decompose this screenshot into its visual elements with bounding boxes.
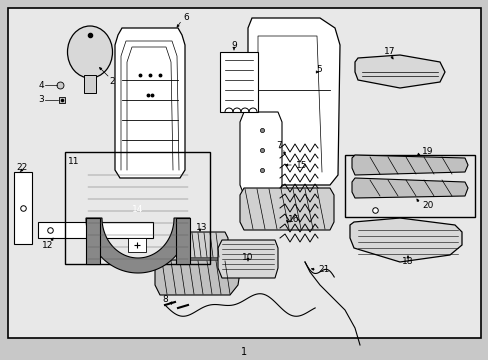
Polygon shape <box>176 218 190 264</box>
Text: 17: 17 <box>384 48 395 57</box>
Text: 12: 12 <box>42 240 53 249</box>
Polygon shape <box>354 55 444 88</box>
Polygon shape <box>247 18 339 185</box>
Bar <box>38 222 153 238</box>
Text: 5: 5 <box>315 66 321 75</box>
Polygon shape <box>175 232 227 258</box>
Polygon shape <box>86 218 190 273</box>
Text: 15: 15 <box>295 161 307 170</box>
Polygon shape <box>351 155 467 175</box>
Text: 9: 9 <box>231 40 236 49</box>
Polygon shape <box>155 260 240 295</box>
Bar <box>220 52 258 112</box>
Ellipse shape <box>67 26 112 78</box>
Polygon shape <box>351 178 467 198</box>
Text: 6: 6 <box>183 13 188 22</box>
Polygon shape <box>86 218 100 264</box>
Bar <box>65 152 209 264</box>
Bar <box>14 172 32 244</box>
Polygon shape <box>240 112 282 195</box>
Polygon shape <box>349 218 461 262</box>
Bar <box>345 155 474 217</box>
Text: 16: 16 <box>287 216 299 225</box>
Text: 4: 4 <box>38 81 44 90</box>
Bar <box>128 238 146 252</box>
Text: 22: 22 <box>16 163 27 172</box>
Polygon shape <box>240 188 333 230</box>
Text: 18: 18 <box>402 257 413 266</box>
Text: 11: 11 <box>68 158 80 166</box>
Text: 19: 19 <box>421 148 433 157</box>
Text: 1: 1 <box>241 347 246 357</box>
Text: 20: 20 <box>421 201 432 210</box>
Text: 21: 21 <box>317 266 329 274</box>
Text: 2: 2 <box>109 77 115 86</box>
Text: 10: 10 <box>242 253 253 262</box>
Bar <box>84 75 96 93</box>
Polygon shape <box>218 240 278 278</box>
Text: 14: 14 <box>132 206 143 215</box>
Polygon shape <box>115 28 184 178</box>
Text: 3: 3 <box>38 95 44 104</box>
Text: 8: 8 <box>162 296 168 305</box>
Text: 13: 13 <box>196 224 207 233</box>
Text: 7: 7 <box>276 140 282 149</box>
